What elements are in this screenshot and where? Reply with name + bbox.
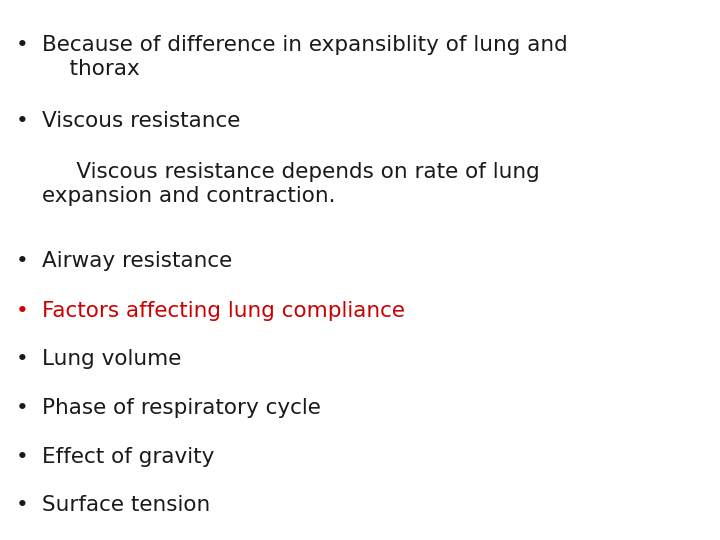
Text: •: • xyxy=(16,447,29,467)
Text: Surface tension: Surface tension xyxy=(42,495,210,515)
Text: Viscous resistance depends on rate of lung
expansion and contraction.: Viscous resistance depends on rate of lu… xyxy=(42,162,539,206)
Text: Lung volume: Lung volume xyxy=(42,349,181,369)
Text: •: • xyxy=(16,495,29,515)
Text: •: • xyxy=(16,398,29,418)
Text: •: • xyxy=(16,35,29,55)
Text: •: • xyxy=(16,349,29,369)
Text: Because of difference in expansiblity of lung and
    thorax: Because of difference in expansiblity of… xyxy=(42,35,567,79)
Text: Effect of gravity: Effect of gravity xyxy=(42,447,214,467)
Text: •: • xyxy=(16,251,29,271)
Text: Viscous resistance: Viscous resistance xyxy=(42,111,240,131)
Text: Phase of respiratory cycle: Phase of respiratory cycle xyxy=(42,398,320,418)
Text: Airway resistance: Airway resistance xyxy=(42,251,232,271)
Text: •: • xyxy=(16,111,29,131)
Text: Factors affecting lung compliance: Factors affecting lung compliance xyxy=(42,301,405,321)
Text: •: • xyxy=(16,301,29,321)
